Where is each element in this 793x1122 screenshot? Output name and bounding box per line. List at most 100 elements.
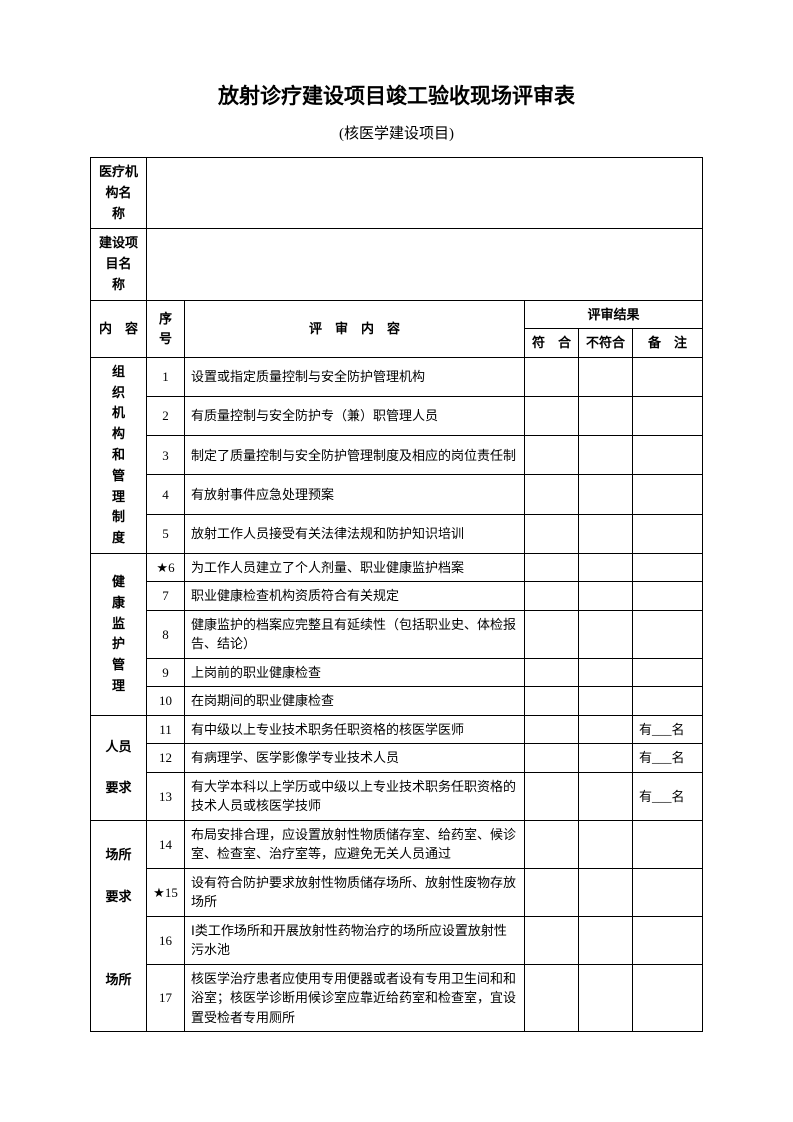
project-name-row: 建设项目名 称 (91, 229, 703, 300)
content-cell: 有质量控制与安全防护专（兼）职管理人员 (185, 397, 525, 436)
content-cell: 核医学治疗患者应使用专用便器或者设有专用卫生间和和浴室；核医学诊断用候诊室应靠近… (185, 964, 525, 1032)
note-cell (632, 820, 702, 868)
content-cell: 有大学本科以上学历或中级以上专业技术职务任职资格的技术人员或核医学技师 (185, 772, 525, 820)
table-row: 16 Ⅰ类工作场所和开展放射性药物治疗的场所应设置放射性污水池 (91, 916, 703, 964)
col-header-note: 备 注 (632, 329, 702, 358)
table-row: 8 健康监护的档案应完整且有延续性（包括职业史、体检报告、结论） (91, 610, 703, 658)
nonconform-cell (578, 916, 632, 964)
category-cell: 场所 要求 场所 (91, 820, 147, 1032)
col-header-conform: 符 合 (524, 329, 578, 358)
note-cell: 有___名 (632, 744, 702, 773)
col-header-content: 内 容 (91, 300, 147, 357)
org-name-row: 医疗机构名 称 (91, 158, 703, 229)
table-row: 5 放射工作人员接受有关法律法规和防护知识培训 (91, 514, 703, 553)
seq-cell: 5 (147, 514, 185, 553)
nonconform-cell (578, 514, 632, 553)
table-row: 17 核医学治疗患者应使用专用便器或者设有专用卫生间和和浴室；核医学诊断用候诊室… (91, 964, 703, 1032)
conform-cell (524, 916, 578, 964)
conform-cell (524, 820, 578, 868)
note-cell (632, 964, 702, 1032)
table-row: 人员 要求 11 有中级以上专业技术职务任职资格的核医学医师 有___名 (91, 715, 703, 744)
conform-cell (524, 964, 578, 1032)
nonconform-cell (578, 964, 632, 1032)
note-cell (632, 658, 702, 687)
conform-cell (524, 868, 578, 916)
col-header-review-result: 评审结果 (524, 300, 702, 329)
note-cell (632, 397, 702, 436)
nonconform-cell (578, 553, 632, 582)
conform-cell (524, 715, 578, 744)
col-header-review-content: 评 审 内 容 (185, 300, 525, 357)
table-row: 组织机构和管理制度 1 设置或指定质量控制与安全防护管理机构 (91, 357, 703, 396)
org-name-value (147, 158, 703, 229)
content-cell: 有放射事件应急处理预案 (185, 475, 525, 514)
conform-cell (524, 744, 578, 773)
nonconform-cell (578, 475, 632, 514)
table-row: 7 职业健康检查机构资质符合有关规定 (91, 582, 703, 611)
note-cell (632, 582, 702, 611)
table-row: 健康监护管理 ★6 为工作人员建立了个人剂量、职业健康监护档案 (91, 553, 703, 582)
nonconform-cell (578, 744, 632, 773)
conform-cell (524, 553, 578, 582)
conform-cell (524, 687, 578, 716)
conform-cell (524, 475, 578, 514)
table-row: 13 有大学本科以上学历或中级以上专业技术职务任职资格的技术人员或核医学技师 有… (91, 772, 703, 820)
conform-cell (524, 658, 578, 687)
content-cell: 在岗期间的职业健康检查 (185, 687, 525, 716)
category-cell: 人员 要求 (91, 715, 147, 820)
note-cell: 有___名 (632, 772, 702, 820)
seq-cell: 14 (147, 820, 185, 868)
content-cell: 设有符合防护要求放射性物质储存场所、放射性废物存放场所 (185, 868, 525, 916)
note-cell (632, 610, 702, 658)
content-cell: 上岗前的职业健康检查 (185, 658, 525, 687)
nonconform-cell (578, 772, 632, 820)
nonconform-cell (578, 582, 632, 611)
note-cell (632, 868, 702, 916)
conform-cell (524, 582, 578, 611)
table-row: 10 在岗期间的职业健康检查 (91, 687, 703, 716)
note-cell: 有___名 (632, 715, 702, 744)
seq-cell: 9 (147, 658, 185, 687)
seq-cell: 2 (147, 397, 185, 436)
nonconform-cell (578, 868, 632, 916)
seq-cell: ★15 (147, 868, 185, 916)
table-row: 12 有病理学、医学影像学专业技术人员 有___名 (91, 744, 703, 773)
review-table: 医疗机构名 称 建设项目名 称 内 容 序号 评 审 内 容 评审结果 符 合 … (90, 157, 703, 1032)
document-page: 放射诊疗建设项目竣工验收现场评审表 (核医学建设项目) 医疗机构名 称 建设项目… (0, 0, 793, 1072)
note-cell (632, 436, 702, 475)
seq-cell: 12 (147, 744, 185, 773)
conform-cell (524, 772, 578, 820)
page-subtitle: (核医学建设项目) (90, 122, 703, 143)
content-cell: 有中级以上专业技术职务任职资格的核医学医师 (185, 715, 525, 744)
seq-cell: 8 (147, 610, 185, 658)
content-cell: 为工作人员建立了个人剂量、职业健康监护档案 (185, 553, 525, 582)
conform-cell (524, 436, 578, 475)
content-cell: 健康监护的档案应完整且有延续性（包括职业史、体检报告、结论） (185, 610, 525, 658)
content-cell: 职业健康检查机构资质符合有关规定 (185, 582, 525, 611)
content-cell: 放射工作人员接受有关法律法规和防护知识培训 (185, 514, 525, 553)
nonconform-cell (578, 715, 632, 744)
note-cell (632, 357, 702, 396)
seq-cell: 10 (147, 687, 185, 716)
category-cell: 健康监护管理 (91, 553, 147, 715)
col-header-nonconform: 不符合 (578, 329, 632, 358)
nonconform-cell (578, 687, 632, 716)
nonconform-cell (578, 397, 632, 436)
note-cell (632, 553, 702, 582)
table-row: 3 制定了质量控制与安全防护管理制度及相应的岗位责任制 (91, 436, 703, 475)
project-name-value (147, 229, 703, 300)
note-cell (632, 514, 702, 553)
table-row: ★15 设有符合防护要求放射性物质储存场所、放射性废物存放场所 (91, 868, 703, 916)
nonconform-cell (578, 357, 632, 396)
project-name-label: 建设项目名 称 (91, 229, 147, 300)
table-row: 2 有质量控制与安全防护专（兼）职管理人员 (91, 397, 703, 436)
col-header-seq: 序号 (147, 300, 185, 357)
note-cell (632, 687, 702, 716)
seq-cell: 13 (147, 772, 185, 820)
note-cell (632, 916, 702, 964)
nonconform-cell (578, 436, 632, 475)
note-cell (632, 475, 702, 514)
nonconform-cell (578, 820, 632, 868)
page-title: 放射诊疗建设项目竣工验收现场评审表 (90, 80, 703, 110)
content-cell: 布局安排合理，应设置放射性物质储存室、给药室、候诊室、检查室、治疗室等，应避免无… (185, 820, 525, 868)
